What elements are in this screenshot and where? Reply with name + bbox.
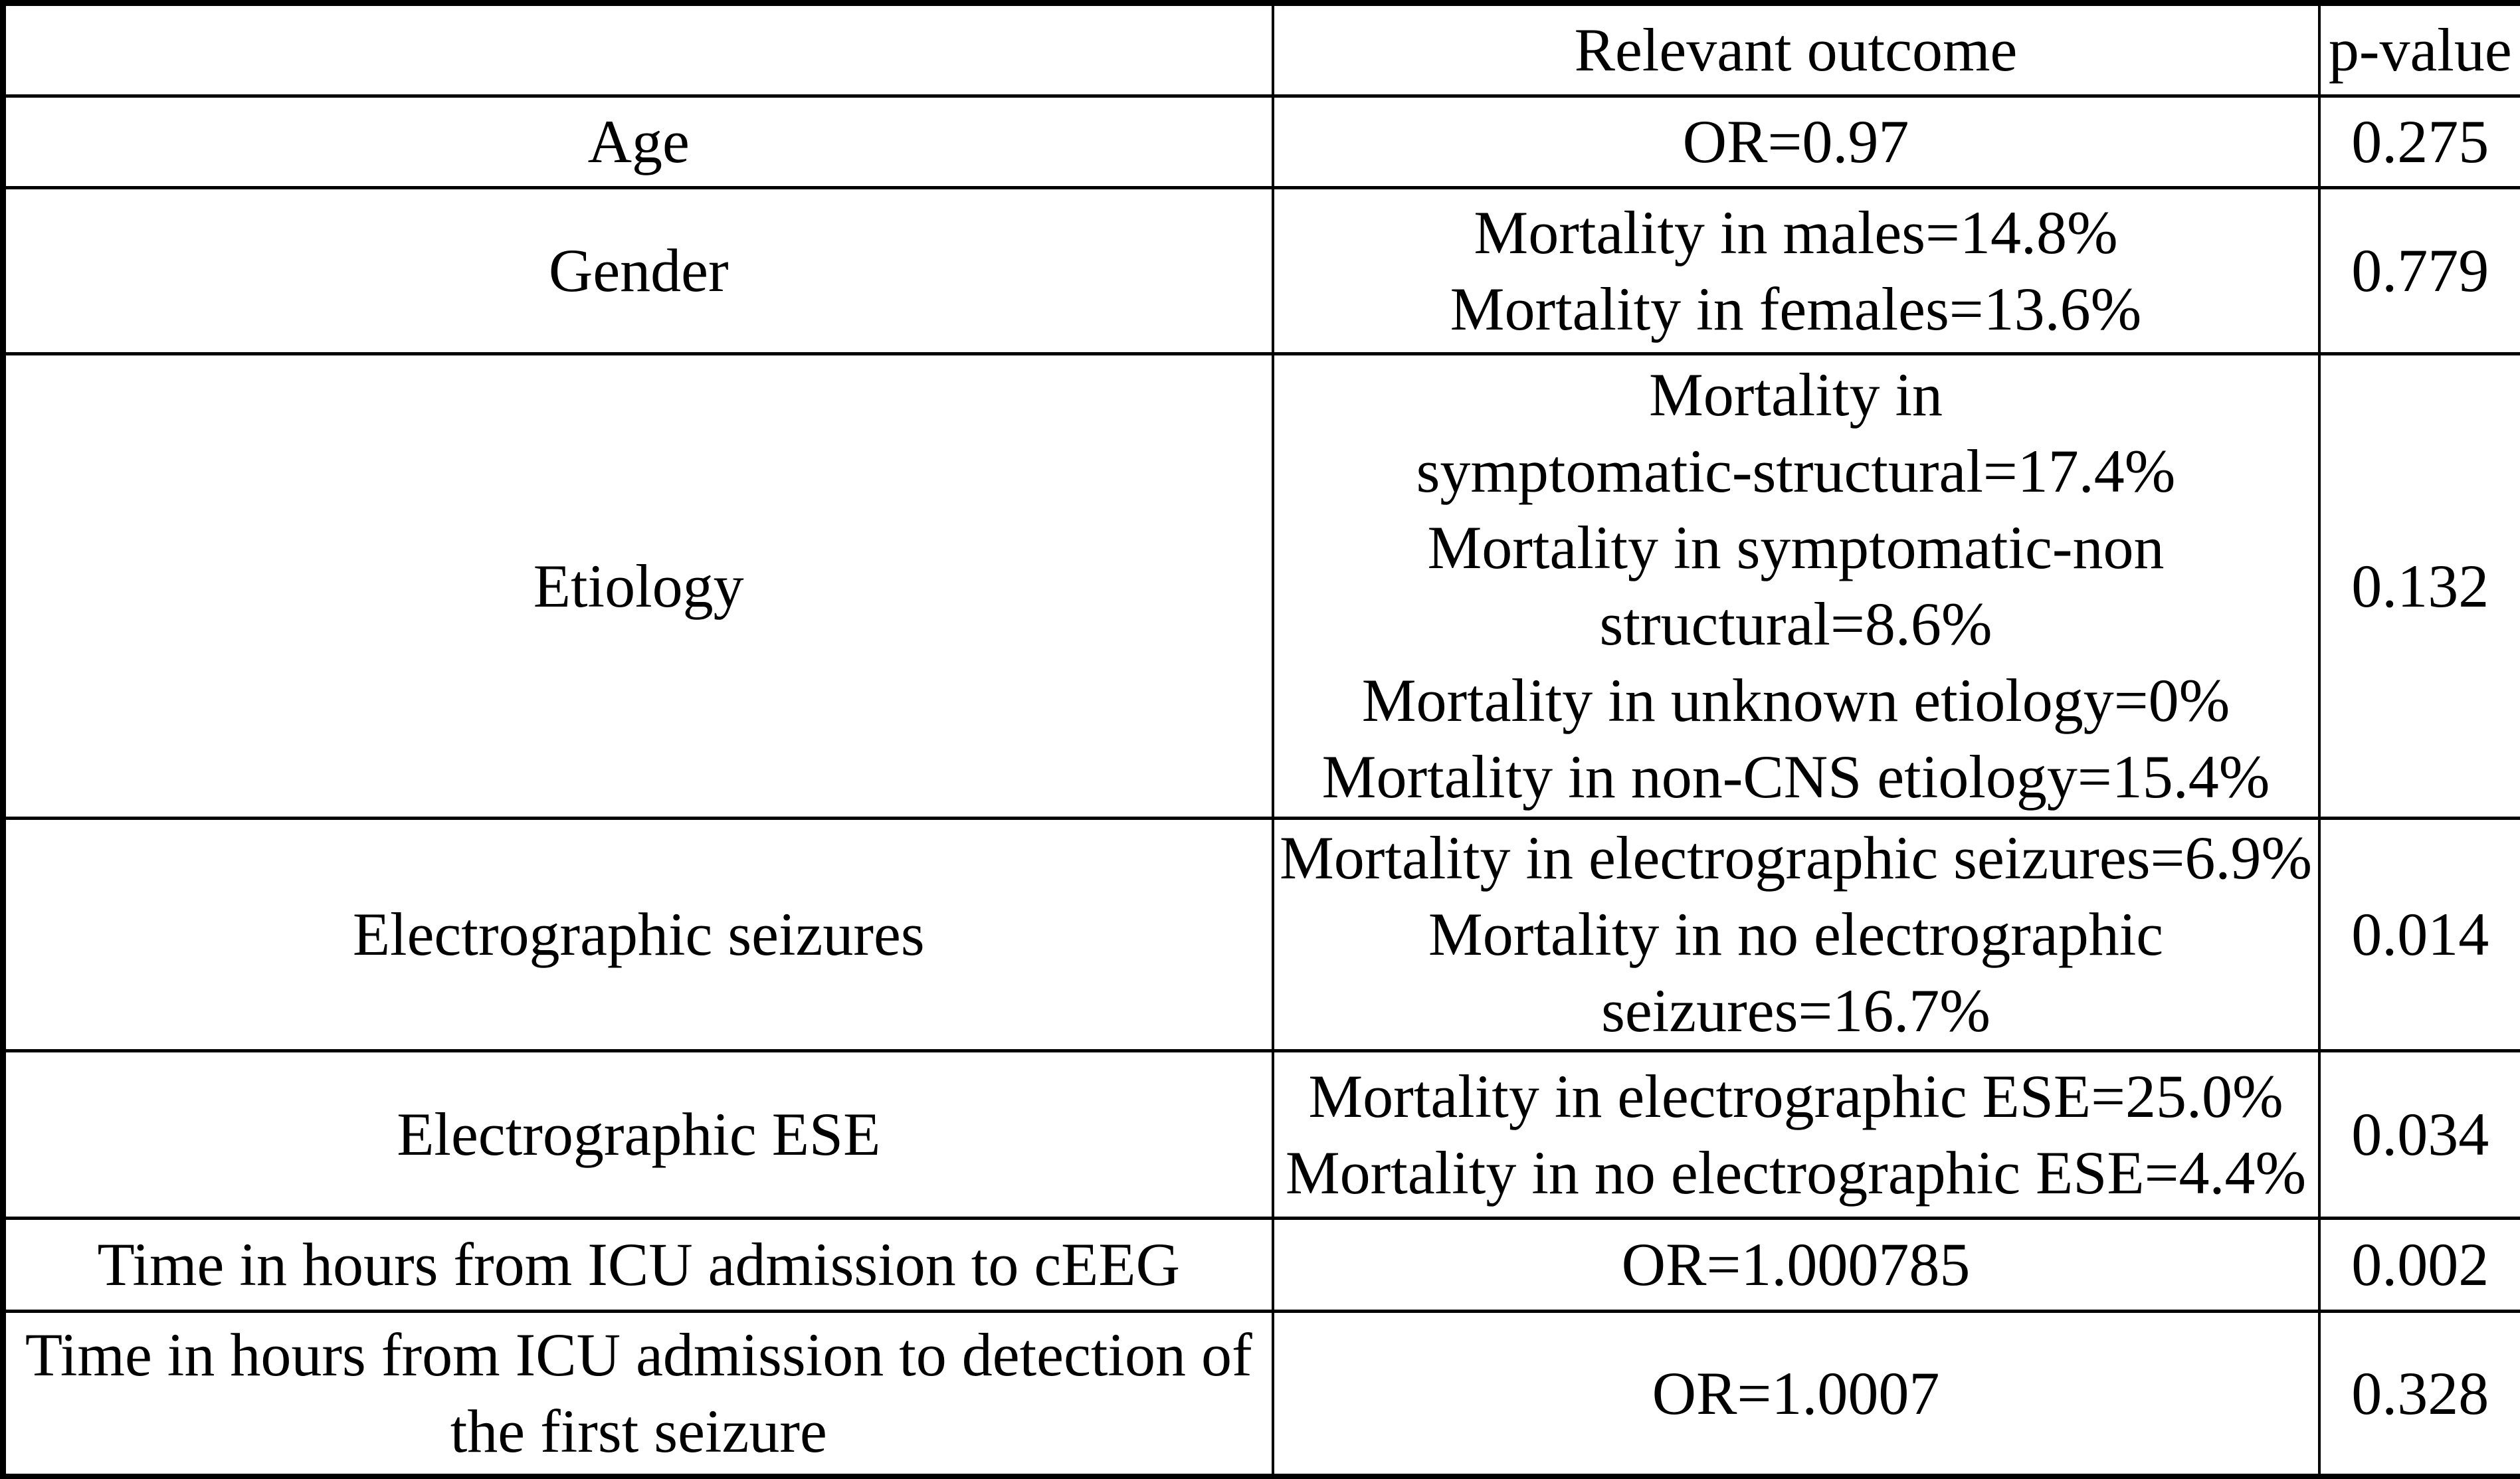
column-header-p-value: p-value [2317,1,2520,98]
column-header-relevant-outcome: Relevant outcome [1271,1,2321,98]
table-row: Electrographic seizures Mortality in elec… [1,817,2520,1052]
row-label-cell: Time in hours from ICU admission to dete… [1,1310,1274,1478]
table-row: Time in hours from ICU admission to cEEG… [1,1217,2520,1313]
row-label-cell: Electrographic ESE [1,1049,1274,1220]
p-value-cell: 0.014 [2317,817,2520,1052]
row-label-cell: Electrographic seizures [1,817,1274,1052]
table-row: Etiology Mortality in symptomatic-structu… [1,352,2520,820]
table-row: Gender Mortality in males=14.8% Mortality… [1,186,2520,355]
outcome-cell: Mortality in electrographic ESE=25.0% Mo… [1271,1049,2321,1220]
header-row: Relevant outcome p-value [1,1,2520,98]
p-value-cell: 0.034 [2317,1049,2520,1220]
row-label-cell: Etiology [1,352,1274,820]
row-label-cell: Gender [1,186,1274,355]
outcome-cell: OR=1.0007 [1271,1310,2321,1478]
outcome-cell: Mortality in symptomatic-structural=17.4… [1271,352,2321,820]
table-row: Time in hours from ICU admission to dete… [1,1310,2520,1478]
p-value-cell: 0.328 [2317,1310,2520,1478]
p-value-cell: 0.132 [2317,352,2520,820]
outcome-cell: Mortality in electrographic seizures=6.9… [1271,817,2321,1052]
outcome-cell: Mortality in males=14.8% Mortality in fe… [1271,186,2321,355]
p-value-cell: 0.002 [2317,1217,2520,1313]
p-value-cell: 0.275 [2317,94,2520,189]
column-header-variable [1,1,1274,98]
table-body: Age OR=0.97 0.275 Gender Mortality in males=… [1,94,2520,1478]
table-row: Electrographic ESE Mortality in electrogr… [1,1049,2520,1220]
outcome-cell: OR=1.000785 [1271,1217,2321,1313]
table-row: Age OR=0.97 0.275 [1,94,2520,189]
row-label-cell: Age [1,94,1274,189]
p-value-cell: 0.779 [2317,186,2520,355]
row-label-cell: Time in hours from ICU admission to cEEG [1,1217,1274,1313]
outcome-cell: OR=0.97 [1271,94,2321,189]
